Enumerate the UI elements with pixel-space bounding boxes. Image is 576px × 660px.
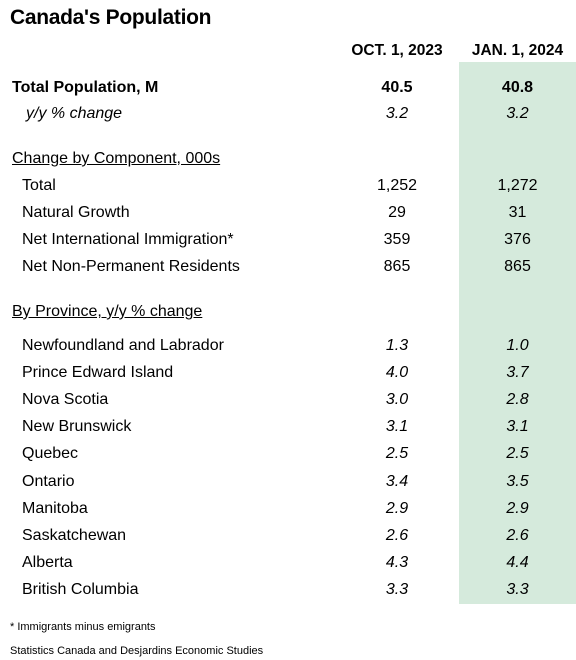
cell-oct-2023: 359 bbox=[383, 231, 411, 248]
cell-jan-2024: 31 bbox=[508, 204, 527, 221]
row-label: Total Population, M bbox=[12, 79, 159, 96]
cell-jan-2024: 376 bbox=[504, 231, 531, 248]
table-row: Saskatchewan 2.6 2.6 bbox=[0, 527, 576, 551]
table-row: Prince Edward Island 4.0 3.7 bbox=[0, 364, 576, 388]
cell-jan-2024: 3.5 bbox=[506, 472, 529, 490]
cell-oct-2023: 4.0 bbox=[385, 364, 409, 382]
cell-oct-2023: 40.5 bbox=[381, 79, 413, 96]
cell-jan-2024: 2.6 bbox=[506, 526, 529, 544]
table-title: Canada's Population bbox=[10, 6, 212, 29]
cell-oct-2023: 4.3 bbox=[385, 553, 409, 571]
cell-oct-2023: 2.9 bbox=[385, 499, 409, 517]
table-row: British Columbia 3.3 3.3 bbox=[0, 581, 576, 605]
table-row: Alberta 4.3 4.4 bbox=[0, 554, 576, 578]
section-header-provinces: By Province, y/y % change bbox=[12, 303, 203, 320]
cell-oct-2023: 1,252 bbox=[376, 177, 418, 194]
cell-jan-2024: 865 bbox=[504, 258, 531, 275]
cell-oct-2023: 865 bbox=[383, 258, 411, 275]
row-label: Total bbox=[22, 177, 56, 194]
row-label: New Brunswick bbox=[22, 418, 132, 436]
table-row: Net International Immigration* 359 376 bbox=[0, 231, 576, 255]
cell-jan-2024: 3.3 bbox=[506, 580, 529, 598]
cell-oct-2023: 29 bbox=[388, 204, 406, 221]
cell-jan-2024: 3.7 bbox=[506, 364, 529, 382]
row-label: Net Non-Permanent Residents bbox=[22, 258, 240, 275]
column-header-oct-2023: OCT. 1, 2023 bbox=[351, 42, 443, 59]
row-label: Newfoundland and Labrador bbox=[22, 337, 224, 354]
row-label: Nova Scotia bbox=[22, 391, 109, 409]
footnote: * Immigrants minus emigrants bbox=[10, 621, 156, 633]
row-label: Manitoba bbox=[22, 499, 88, 517]
cell-oct-2023: 3.3 bbox=[385, 580, 409, 598]
table-row: Newfoundland and Labrador 1.3 1.0 bbox=[0, 337, 576, 361]
cell-jan-2024: 2.9 bbox=[506, 499, 529, 517]
cell-jan-2024: 3.1 bbox=[506, 418, 529, 436]
row-label: y/y % change bbox=[26, 105, 123, 122]
cell-jan-2024: 1.0 bbox=[506, 337, 529, 354]
cell-jan-2024: 3.2 bbox=[506, 105, 529, 122]
cell-oct-2023: 3.0 bbox=[385, 391, 409, 409]
cell-oct-2023: 3.4 bbox=[385, 472, 409, 490]
cell-oct-2023: 3.1 bbox=[385, 418, 409, 436]
table-row: Net Non-Permanent Residents 865 865 bbox=[0, 258, 576, 282]
row-label: Ontario bbox=[22, 472, 75, 490]
cell-jan-2024: 1,272 bbox=[497, 177, 538, 194]
cell-jan-2024: 4.4 bbox=[506, 553, 529, 571]
table-row: Quebec 2.5 2.5 bbox=[0, 445, 576, 469]
table-row: New Brunswick 3.1 3.1 bbox=[0, 418, 576, 442]
table-row: Total 1,252 1,272 bbox=[0, 177, 576, 201]
column-header-jan-2024: JAN. 1, 2024 bbox=[471, 42, 564, 59]
table-row: Ontario 3.4 3.5 bbox=[0, 473, 576, 497]
cell-jan-2024: 2.5 bbox=[506, 445, 529, 463]
table-row: Nova Scotia 3.0 2.8 bbox=[0, 391, 576, 415]
cell-jan-2024: 2.8 bbox=[506, 391, 529, 409]
highlighted-column-background bbox=[459, 62, 576, 604]
row-label: Alberta bbox=[22, 553, 73, 571]
table-row: Natural Growth 29 31 bbox=[0, 204, 576, 228]
row-label: Quebec bbox=[22, 445, 79, 463]
section-header-components: Change by Component, 000s bbox=[12, 150, 221, 167]
row-label: Saskatchewan bbox=[22, 526, 127, 544]
row-label: Prince Edward Island bbox=[22, 364, 174, 382]
cell-oct-2023: 2.6 bbox=[385, 526, 409, 544]
table-row-yy-change: y/y % change 3.2 3.2 bbox=[0, 105, 576, 129]
cell-jan-2024: 40.8 bbox=[501, 79, 534, 96]
cell-oct-2023: 2.5 bbox=[385, 445, 409, 463]
table-row: Manitoba 2.9 2.9 bbox=[0, 500, 576, 524]
row-label: Natural Growth bbox=[22, 204, 130, 221]
row-label: British Columbia bbox=[22, 580, 139, 598]
cell-oct-2023: 3.2 bbox=[385, 105, 409, 122]
row-label: Net International Immigration* bbox=[22, 231, 234, 248]
cell-oct-2023: 1.3 bbox=[385, 337, 409, 354]
table-row-total-population: Total Population, M 40.5 40.8 bbox=[0, 79, 576, 103]
source-note: Statistics Canada and Desjardins Economi… bbox=[10, 645, 264, 657]
